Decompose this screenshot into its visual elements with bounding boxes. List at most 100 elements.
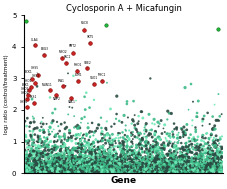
Point [131, 169, 135, 172]
Point [217, 164, 221, 167]
Point [124, 124, 128, 127]
Point [25, 97, 29, 100]
Point [100, 169, 104, 172]
Point [134, 128, 138, 131]
Point [53, 156, 57, 159]
Point [38, 170, 42, 173]
Point [74, 158, 78, 161]
Point [183, 86, 187, 89]
Point [124, 167, 128, 170]
Point [182, 125, 186, 129]
Point [146, 162, 150, 165]
Point [67, 156, 70, 159]
Point [62, 165, 65, 168]
Point [155, 168, 159, 171]
Point [54, 169, 57, 172]
Point [199, 167, 203, 170]
Point [164, 155, 168, 158]
Point [166, 167, 170, 170]
Point [30, 162, 34, 165]
Point [175, 164, 179, 167]
Point [44, 158, 48, 161]
Point [138, 171, 141, 174]
Point [81, 134, 85, 137]
Point [158, 159, 162, 162]
Point [213, 103, 216, 106]
Point [46, 166, 50, 169]
Point [55, 162, 58, 165]
Point [193, 158, 197, 161]
Point [116, 167, 120, 170]
Point [102, 151, 106, 154]
Point [137, 169, 141, 172]
Point [161, 166, 165, 169]
Point [123, 167, 126, 170]
Point [32, 139, 35, 142]
Point [145, 164, 149, 167]
Point [200, 170, 204, 174]
Point [97, 146, 100, 149]
Point [112, 167, 116, 170]
Point [210, 157, 213, 160]
Point [136, 169, 140, 172]
Point [76, 165, 80, 168]
Point [58, 168, 62, 171]
Point [216, 164, 220, 167]
Point [90, 171, 94, 174]
Point [43, 156, 47, 159]
Point [217, 166, 220, 169]
Point [122, 156, 126, 159]
Point [85, 154, 88, 157]
Point [196, 157, 200, 160]
Point [189, 83, 193, 86]
Point [89, 150, 93, 153]
Point [100, 164, 104, 167]
Point [65, 62, 68, 65]
Point [74, 157, 77, 160]
Point [154, 165, 157, 168]
Point [105, 81, 109, 84]
Point [62, 167, 66, 170]
Point [177, 158, 181, 161]
Point [59, 169, 63, 172]
Point [188, 161, 191, 164]
Point [81, 164, 85, 167]
Point [54, 167, 58, 170]
Point [211, 167, 214, 170]
Point [138, 167, 141, 170]
Point [194, 167, 197, 170]
Point [51, 167, 55, 170]
Point [50, 148, 54, 151]
Point [171, 167, 174, 170]
Point [183, 169, 187, 172]
Point [132, 161, 135, 164]
Point [66, 148, 69, 151]
Point [155, 166, 158, 169]
Point [147, 171, 150, 174]
Point [212, 159, 216, 162]
Point [185, 168, 188, 171]
Point [106, 162, 110, 165]
Point [87, 169, 91, 172]
Point [209, 155, 213, 158]
Point [86, 160, 89, 163]
Point [41, 169, 44, 172]
Point [83, 170, 87, 173]
Point [91, 160, 95, 163]
Point [187, 169, 190, 172]
Point [189, 171, 193, 174]
Point [133, 163, 137, 167]
Point [46, 169, 50, 172]
Point [91, 163, 94, 166]
Point [39, 168, 42, 171]
Point [135, 162, 138, 165]
Point [198, 154, 201, 157]
Point [63, 161, 67, 164]
Point [31, 145, 35, 148]
Point [129, 171, 132, 174]
Point [59, 161, 63, 164]
Text: MNN11: MNN11 [42, 83, 53, 90]
Point [200, 155, 204, 158]
Point [118, 166, 121, 169]
Point [150, 171, 153, 174]
